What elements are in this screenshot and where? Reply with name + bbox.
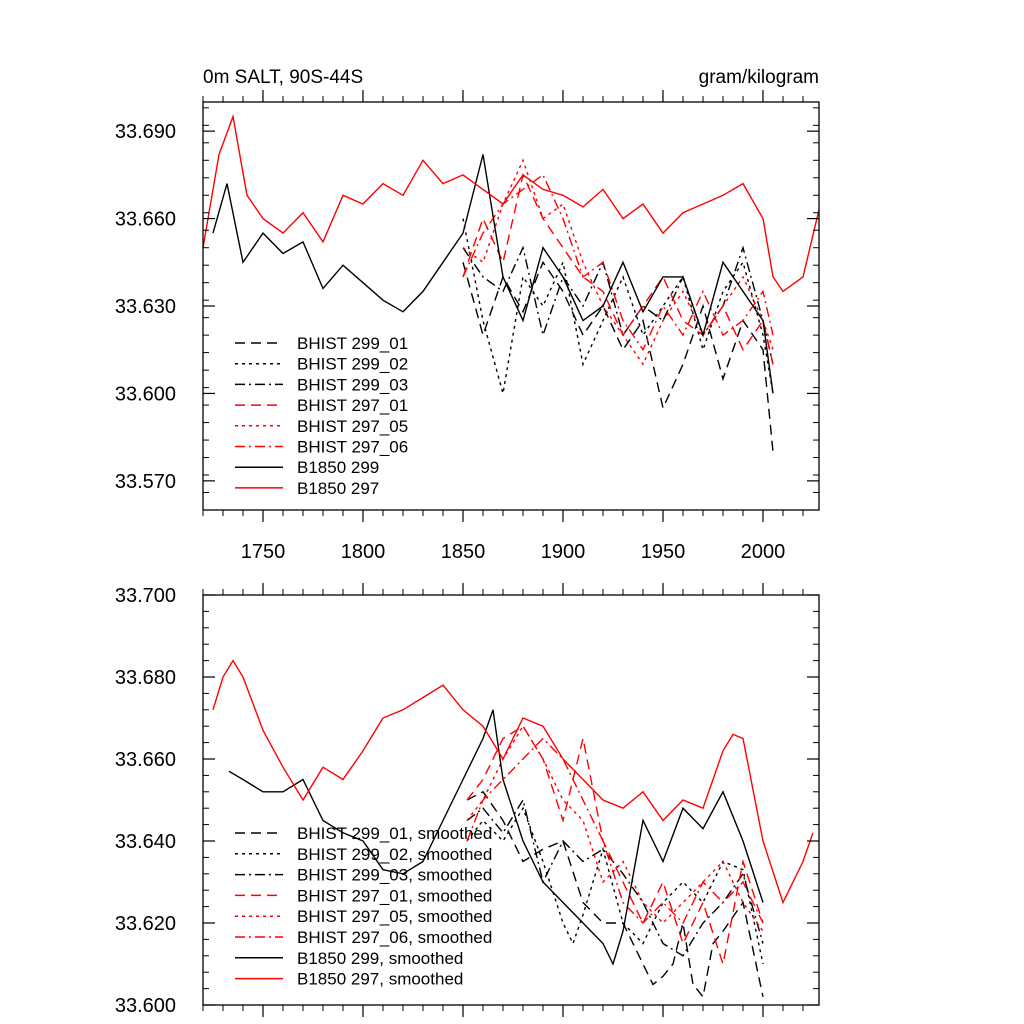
top-legend-label-4: BHIST 297_05 bbox=[297, 417, 408, 436]
top-series-line-3 bbox=[462, 172, 774, 365]
top-series-line-0 bbox=[462, 260, 774, 452]
top-series-line-5 bbox=[462, 173, 774, 352]
top-xtick-label: 1800 bbox=[341, 541, 386, 563]
bottom-legend-label-3: BHIST 297_01, smoothed bbox=[297, 886, 492, 905]
top-series-line-7 bbox=[203, 113, 819, 293]
bottom-series-line-5 bbox=[466, 737, 764, 925]
bottom-legend-label-1: BHIST 299_02, smoothed bbox=[297, 845, 492, 864]
bottom-ytick-label: 33.600 bbox=[115, 995, 176, 1017]
top-series-line-1 bbox=[462, 218, 774, 394]
top-ytick-label: 33.570 bbox=[115, 471, 176, 493]
bottom-ytick-label: 33.700 bbox=[115, 585, 176, 607]
top-xtick-label: 1850 bbox=[441, 541, 486, 563]
top-title-right: gram/kilogram bbox=[699, 67, 819, 88]
top-plot-frame bbox=[202, 101, 820, 511]
top-series-line-2 bbox=[462, 245, 774, 365]
top-xtick-label: 1950 bbox=[641, 541, 686, 563]
bottom-series-line-7 bbox=[212, 659, 814, 905]
top-legend-label-3: BHIST 297_01 bbox=[297, 396, 408, 415]
top-xtick-label: 2000 bbox=[741, 541, 786, 563]
top-ytick-label: 33.690 bbox=[115, 121, 176, 143]
top-title-left: 0m SALT, 90S-44S bbox=[203, 67, 363, 88]
bottom-legend-label-6: B1850 299, smoothed bbox=[297, 949, 463, 968]
bottom-series-line-0 bbox=[466, 790, 764, 999]
top-series-line-6 bbox=[212, 154, 774, 394]
bottom-ytick-label: 33.640 bbox=[115, 831, 176, 853]
bottom-legend-label-5: BHIST 297_06, smoothed bbox=[297, 928, 492, 947]
top-xtick-label: 1900 bbox=[541, 541, 586, 563]
bottom-series-line-1 bbox=[466, 806, 764, 965]
top-legend-label-7: B1850 297 bbox=[297, 479, 379, 498]
bottom-legend-label-7: B1850 297, smoothed bbox=[297, 970, 463, 989]
bottom-plot-frame bbox=[202, 594, 820, 1006]
bottom-legend-label-0: BHIST 299_01, smoothed bbox=[297, 824, 492, 843]
bottom-series-line-3 bbox=[466, 725, 764, 967]
top-series-line-4 bbox=[462, 158, 774, 366]
bottom-legend-label-2: BHIST 299_03, smoothed bbox=[297, 866, 492, 885]
top-ytick-label: 33.660 bbox=[115, 209, 176, 231]
bottom-panel: 33.600 33.620 33.640 33.660 33.680 33.700 BHI… bbox=[115, 583, 820, 1017]
top-legend-label-5: BHIST 297_06 bbox=[297, 438, 408, 457]
top-legend-label-2: BHIST 299_03 bbox=[297, 375, 408, 394]
bottom-ytick-label: 33.620 bbox=[115, 913, 176, 935]
top-xtick-label: 1750 bbox=[241, 541, 286, 563]
bottom-series-line-6 bbox=[228, 709, 764, 966]
bottom-ytick-label: 33.660 bbox=[115, 749, 176, 771]
top-legend-label-1: BHIST 299_02 bbox=[297, 355, 408, 374]
bottom-ytick-label: 33.680 bbox=[115, 667, 176, 689]
top-legend-label-6: B1850 299 bbox=[297, 458, 379, 477]
top-legend-label-0: BHIST 299_01 bbox=[297, 334, 408, 353]
top-panel: 0m SALT, 90S-44S gram/kilogram 33.570 33.… bbox=[115, 67, 820, 563]
top-ytick-label: 33.600 bbox=[115, 383, 176, 405]
bottom-legend-label-4: BHIST 297_05, smoothed bbox=[297, 907, 492, 926]
top-ytick-label: 33.630 bbox=[115, 296, 176, 318]
bottom-legend: BHIST 299_01, smoothed BHIST 299_02, smoo… bbox=[235, 824, 492, 989]
bottom-series-line-4 bbox=[466, 724, 764, 932]
